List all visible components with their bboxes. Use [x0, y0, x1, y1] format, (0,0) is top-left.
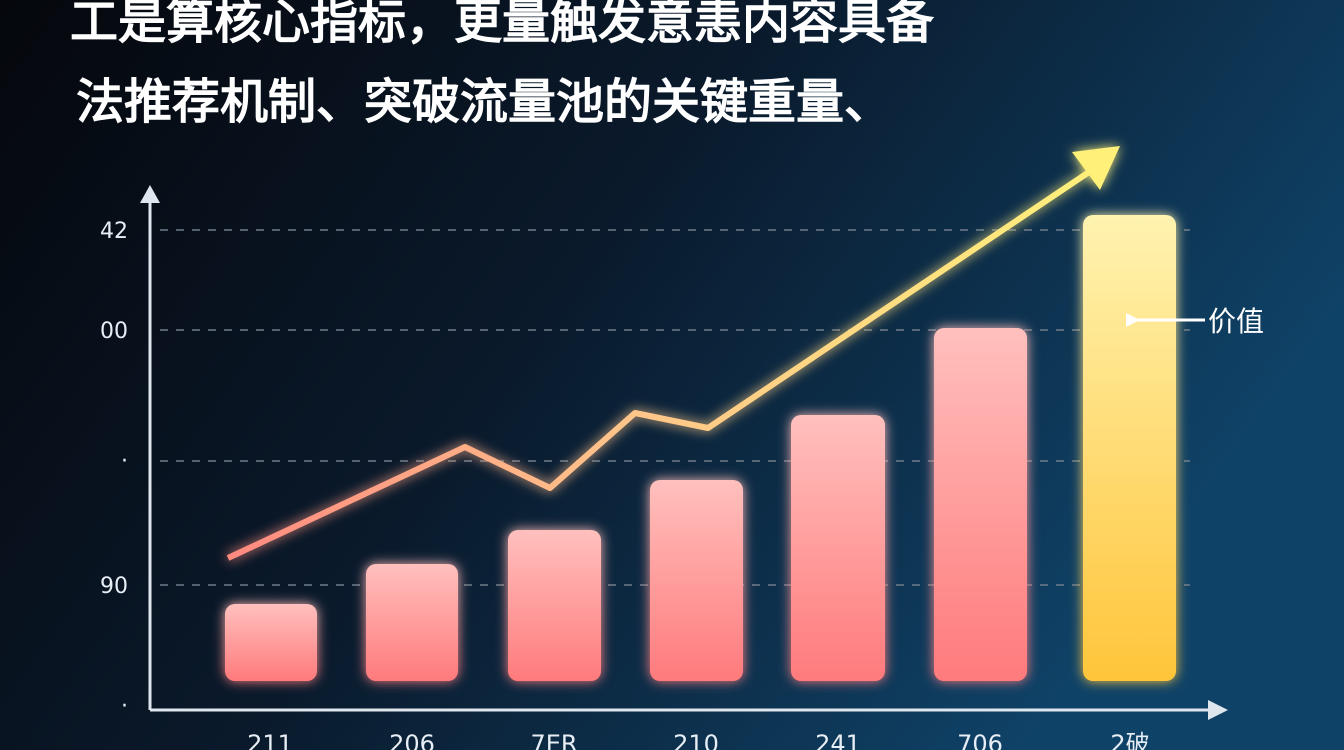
x-axis-label: 241	[815, 730, 861, 750]
x-axis-label: 206	[389, 730, 435, 750]
y-axis-label: ·	[121, 694, 128, 719]
trend-arrowhead	[1072, 146, 1120, 190]
title-line-1: 工是算核心指标，更量触发意恚内容具备	[70, 0, 935, 50]
x-axis-label: 2破	[1110, 730, 1149, 750]
y-axis-labels: 42 00 · 90 ·	[100, 219, 128, 719]
bar	[791, 415, 885, 681]
x-axis-arrow	[1208, 700, 1228, 720]
y-axis-label: ·	[121, 449, 128, 474]
x-axis-labels: 211 206 7ER 210 241 706 2破	[247, 730, 1150, 750]
bar	[508, 530, 601, 681]
title-line-2: 法推荐机制、突破流量池的关键重量、	[76, 74, 892, 130]
bar	[650, 480, 743, 681]
annotation: 价值	[1126, 305, 1264, 338]
x-axis-label: 210	[673, 730, 719, 750]
trend-line	[226, 165, 1097, 561]
bar	[1083, 215, 1176, 681]
bar	[934, 328, 1027, 681]
y-axis-label: 42	[100, 219, 128, 244]
axes	[140, 185, 1228, 720]
x-axis-label: 211	[247, 730, 293, 750]
y-axis-label: 00	[100, 319, 128, 344]
x-axis-label: 7ER	[530, 730, 577, 750]
bar	[366, 564, 458, 681]
bar	[225, 604, 317, 681]
annotation-text: 价值	[1208, 305, 1264, 338]
bars	[225, 215, 1176, 681]
y-axis-arrow	[140, 185, 160, 203]
x-axis-label: 706	[957, 730, 1003, 750]
annotation-pointer	[1126, 313, 1140, 327]
y-axis-label: 90	[100, 574, 128, 599]
trend-arrow	[226, 146, 1120, 561]
